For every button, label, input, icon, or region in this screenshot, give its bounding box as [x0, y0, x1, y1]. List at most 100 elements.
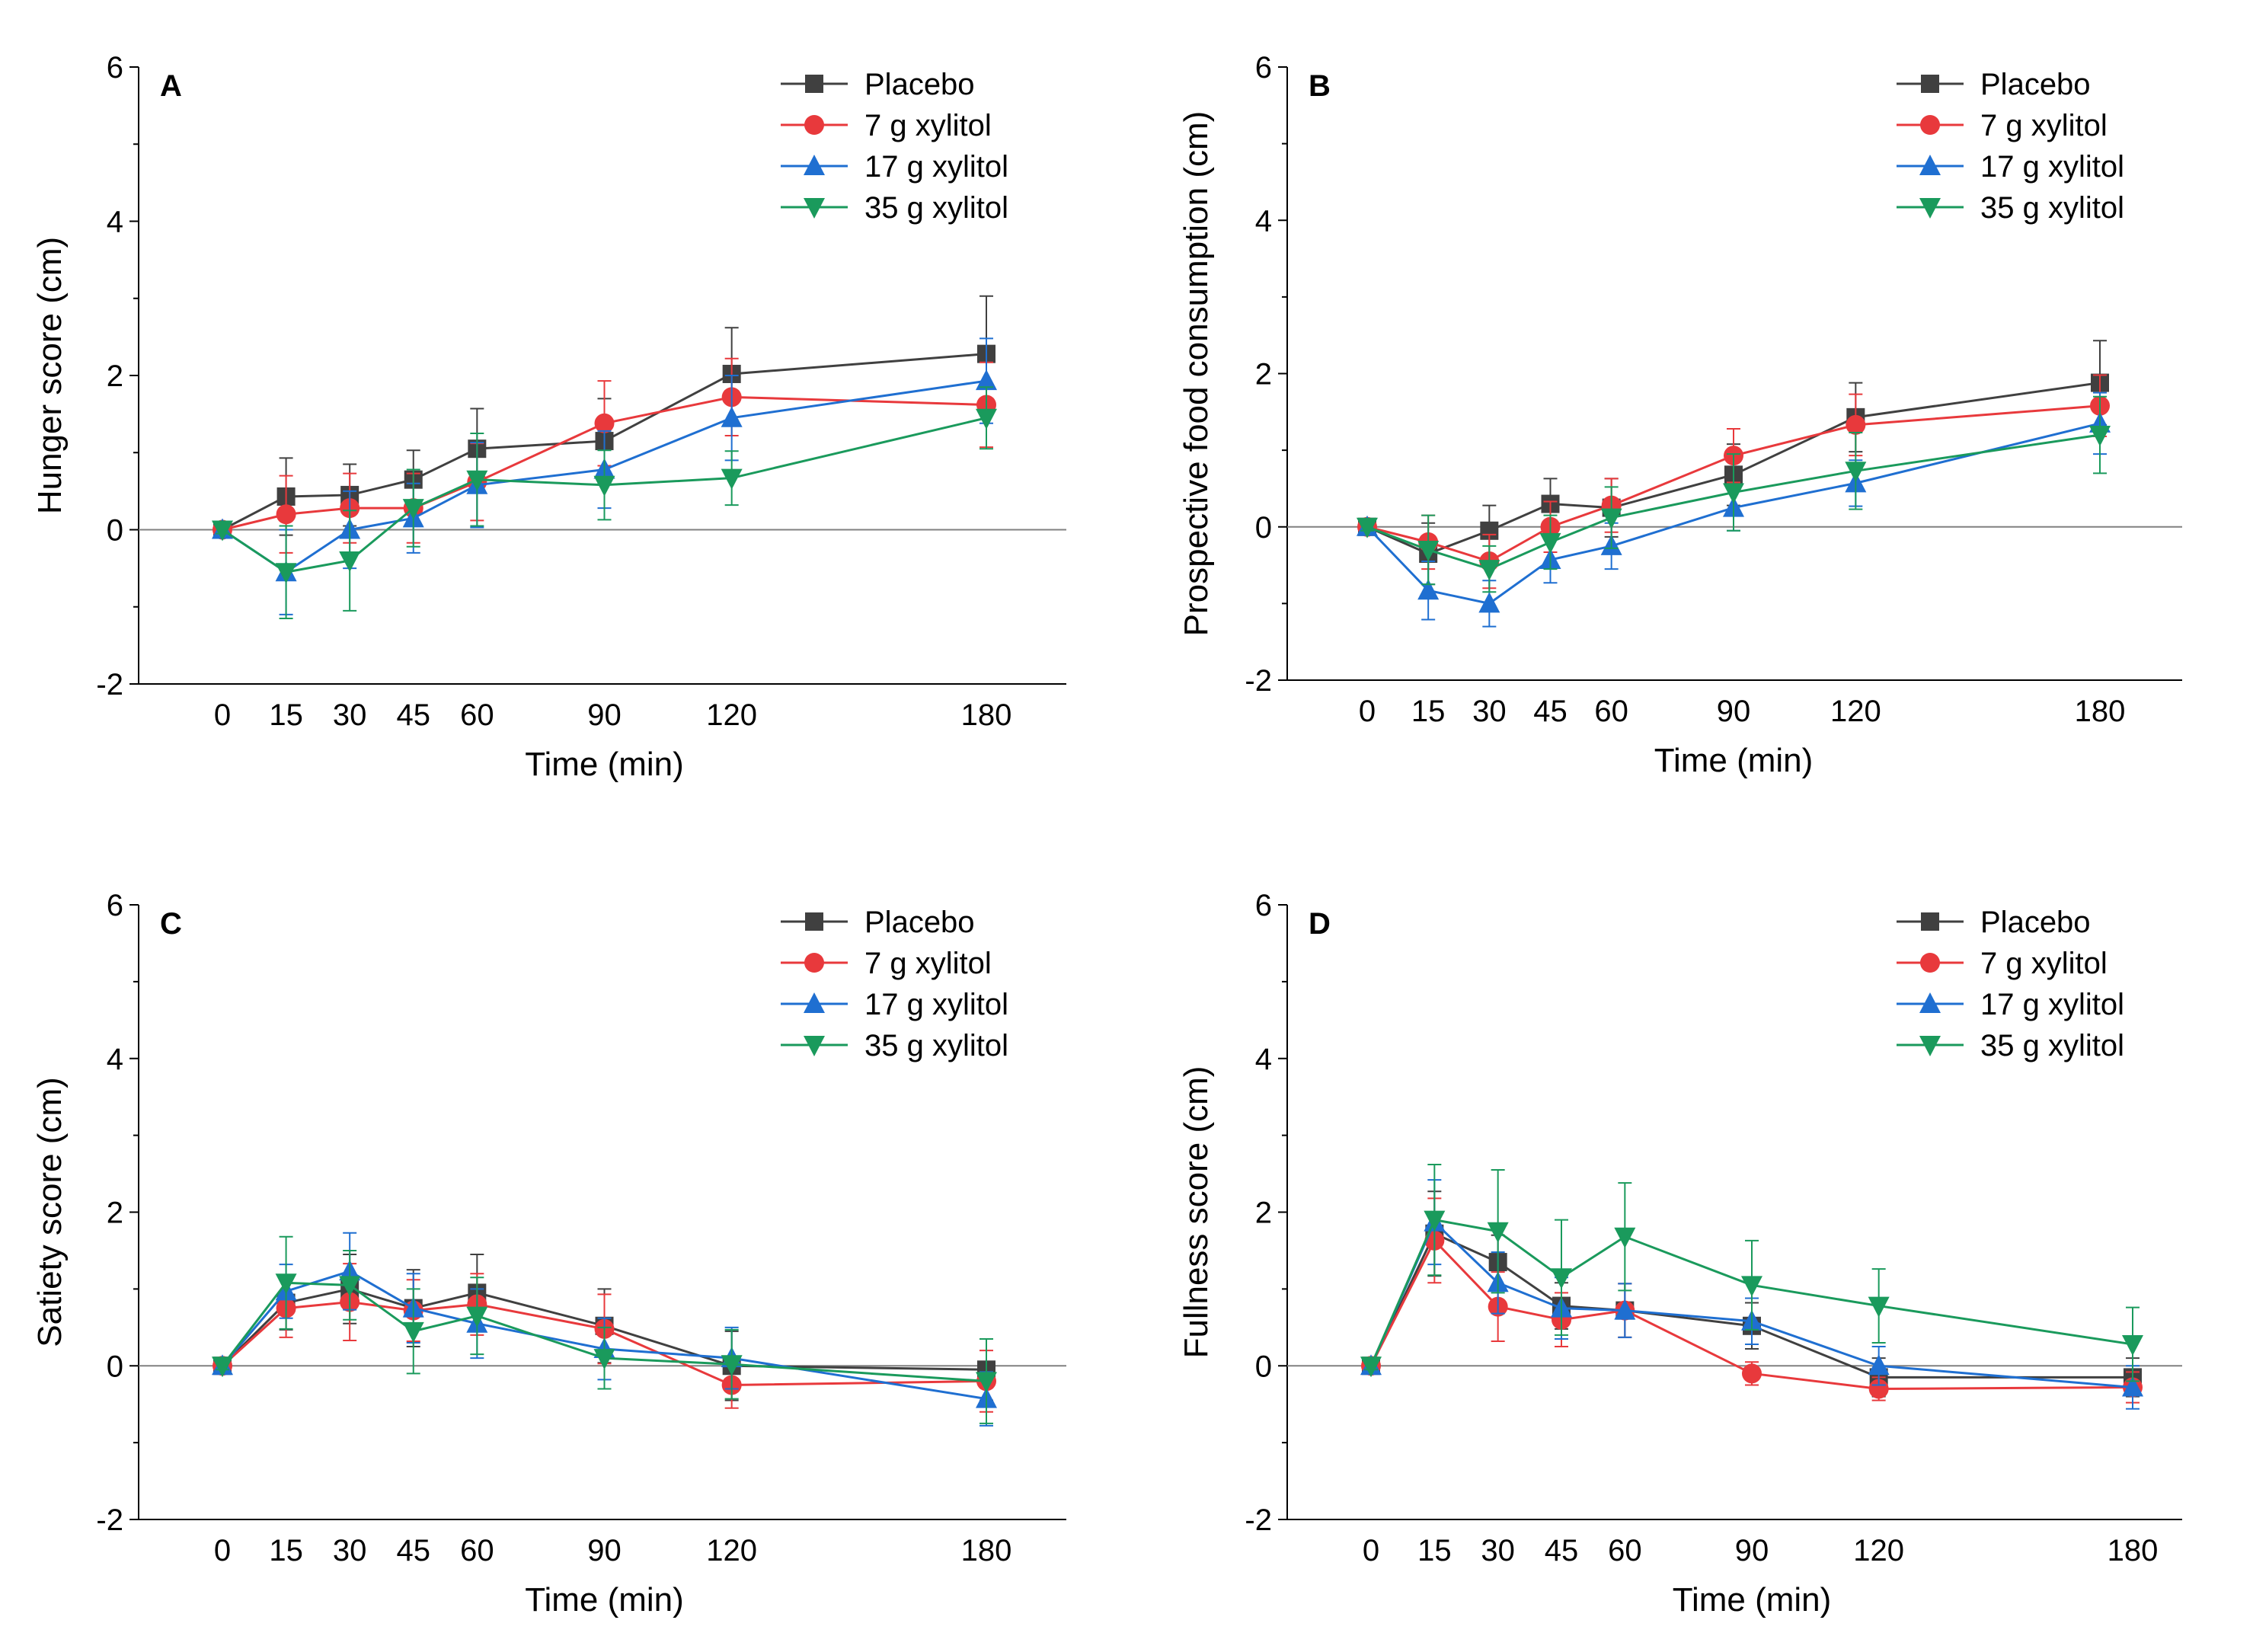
panel-a-x-tick-label: 120: [706, 698, 757, 732]
panel-c-x-tick-label: 15: [269, 1534, 303, 1567]
panel-d-x-tick-label: 60: [1608, 1534, 1642, 1567]
panel-d-legend: Placebo 7 g xylitol 17 g xylitol 35 g xylit…: [1897, 906, 2124, 1062]
panel-a-x-axis-title: Time (min): [525, 746, 684, 783]
panel-c-x-tick-label: 60: [460, 1534, 494, 1567]
panel-d-data-point: [1487, 1222, 1509, 1243]
panel-c-y-axis-title: Satiety score (cm): [31, 1077, 69, 1347]
panel-d-series-line: [1369, 1218, 2133, 1366]
panel-b-x-tick-label: 120: [1830, 695, 1881, 728]
panel-d-y-tick-label: 6: [1255, 889, 1272, 922]
panel-d-data-point: [1424, 1210, 1446, 1232]
panel-b-y-tick-label: 0: [1255, 511, 1272, 545]
panel-d-data-point: [1868, 1354, 1890, 1376]
panel-b-legend-marker: [1920, 115, 1940, 135]
panel-d-series-3: [1360, 1163, 2143, 1382]
panel-d-x-tick-label: 180: [2108, 1534, 2159, 1567]
panel-b-x-tick-label: 45: [1533, 695, 1568, 728]
panel-d-y-tick-label: 2: [1255, 1197, 1272, 1230]
panel-a-series-3: [212, 386, 997, 619]
panel-a-x-tick-label: 15: [269, 698, 303, 732]
panel-b-y-tick-label: 6: [1255, 51, 1272, 85]
panel-d-series-line: [1369, 1238, 2133, 1391]
panel-d-data-point: [1868, 1296, 1890, 1318]
panel-c-legend-marker: [804, 953, 824, 973]
panel-b-series-line: [1366, 433, 2101, 570]
panel-b-data-point: [1723, 483, 1744, 504]
panel-a-y-tick-label: 4: [107, 206, 123, 239]
panel-a-data-point: [339, 551, 361, 572]
panel-a-legend-marker: [804, 155, 825, 175]
panel-b-x-tick-label: 30: [1472, 695, 1507, 728]
panel-a-legend-marker: [804, 198, 825, 219]
panel-a-legend-label: Placebo: [864, 68, 975, 101]
panel-c-x-tick-label: 120: [706, 1534, 757, 1567]
panel-d-data-point: [1614, 1227, 1636, 1248]
panel-d-data-point: [1614, 1299, 1636, 1320]
panel-d-data-point: [1742, 1363, 1762, 1384]
panel-c-x-tick-label: 180: [961, 1534, 1012, 1567]
panel-d-legend-marker: [1920, 953, 1940, 973]
panel-a-data-point: [212, 520, 233, 542]
panel-b-data-point: [1417, 540, 1440, 561]
panel-d-legend-label: Placebo: [1980, 906, 2091, 939]
panel-d-data-point: [1741, 1276, 1762, 1297]
panel-b-legend-marker: [1921, 75, 1939, 93]
panel-c-x-axis-title: Time (min): [525, 1581, 684, 1618]
panel-b-legend-label: 7 g xylitol: [1980, 109, 2108, 142]
panel-d-series-line: [1369, 1232, 2133, 1379]
panel-b-y-tick-label: 2: [1255, 358, 1272, 391]
panel-d-x-tick-label: 45: [1545, 1534, 1579, 1567]
panel-b-legend-label: 35 g xylitol: [1980, 191, 2124, 225]
panel-c-legend-label: 7 g xylitol: [864, 947, 992, 980]
panel-c-data-point: [976, 1372, 997, 1393]
panel-c-series-line: [221, 1301, 987, 1386]
panel-d-legend-marker: [1919, 1036, 1941, 1056]
panel-c-y-tick-label: 4: [107, 1043, 123, 1076]
panel-d-legend-marker: [1921, 912, 1939, 931]
panel-d-series-line: [1369, 1220, 2133, 1388]
panel-b-x-tick-label: 90: [1717, 695, 1751, 728]
panel-b-data-point: [1417, 579, 1440, 600]
panel-c-data-point: [466, 1306, 488, 1328]
panel-d-x-tick-label: 0: [1363, 1534, 1379, 1567]
panel-a-x-tick-label: 30: [333, 698, 367, 732]
panel-d-legend-label: 7 g xylitol: [1980, 947, 2108, 980]
panel-a-legend-label: 17 g xylitol: [864, 150, 1008, 184]
panel-a-data-point: [275, 563, 297, 584]
panel-b-legend: Placebo 7 g xylitol 17 g xylitol 35 g xylit…: [1897, 68, 2124, 225]
panel-d-legend-marker: [1919, 992, 1941, 1013]
panel-d-x-tick-label: 15: [1417, 1534, 1452, 1567]
panel-c-letter: C: [160, 907, 182, 941]
panel-a-data-point: [276, 504, 296, 525]
panel-a-series-line: [222, 353, 987, 531]
panel-c-data-point: [339, 1276, 361, 1297]
panel-c-y-tick-label: 2: [107, 1197, 123, 1230]
panel-d-legend-label: 35 g xylitol: [1980, 1029, 2124, 1062]
panel-b-data-point: [1845, 462, 1867, 483]
panel-b-data-point: [1478, 592, 1500, 613]
panel-a-series-line: [222, 379, 987, 574]
panel-b-y-tick-label: -2: [1245, 664, 1272, 698]
panel-c-y-tick-label: -2: [96, 1503, 123, 1537]
panel-d-y-tick-label: 0: [1255, 1350, 1272, 1383]
panel-b-series-line: [1366, 382, 2101, 555]
panel-a-legend-marker: [804, 115, 824, 135]
panel-b-data-point: [1357, 517, 1378, 538]
panel-a-data-point: [976, 369, 997, 391]
panel-a-data-point: [721, 468, 743, 490]
panel-a-data-point: [402, 499, 424, 520]
panel-d-y-tick-label: -2: [1245, 1503, 1272, 1537]
panel-c-series-line: [221, 1281, 987, 1382]
panel-a-y-axis-title: Hunger score (cm): [31, 237, 69, 514]
panel-d-y-axis-title: Fullness score (cm): [1178, 1066, 1215, 1359]
panel-c-x-tick-label: 0: [214, 1534, 231, 1567]
panel-d-legend-label: 17 g xylitol: [1980, 988, 2124, 1021]
panel-d-data-point: [1360, 1356, 1382, 1378]
panel-b-x-tick-label: 0: [1359, 695, 1376, 728]
panel-a-data-point: [721, 406, 743, 427]
panel-a-x-tick-label: 180: [961, 698, 1012, 732]
panel-b-data-point: [1600, 508, 1622, 529]
panel-b-legend-label: Placebo: [1980, 68, 2091, 101]
